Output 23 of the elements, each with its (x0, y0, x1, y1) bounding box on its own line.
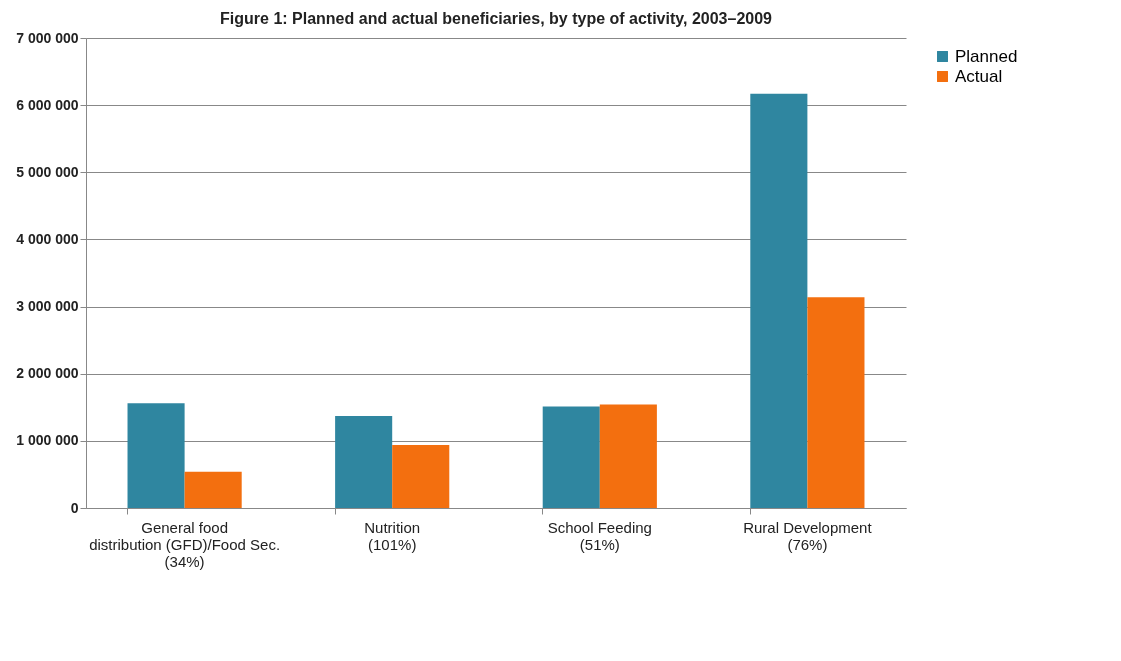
bar (127, 403, 185, 508)
legend-label: Planned (955, 46, 1018, 66)
bar (335, 416, 393, 508)
x-tick-label: Rural Development (76%) (743, 518, 873, 553)
y-tick-label: 4 000 000 (16, 230, 79, 247)
y-tick-label: 1 000 000 (16, 432, 79, 449)
bar (599, 404, 657, 508)
y-tick-label: 2 000 000 (16, 365, 79, 382)
bar (542, 406, 600, 508)
legend-label: Actual (955, 66, 1003, 86)
chart-title: Figure 1: Planned and actual beneficiaries, by type of activity, 2003–2009 (220, 10, 773, 27)
y-tick-label: 0 (70, 499, 79, 516)
y-tick-label: 5 000 000 (16, 163, 79, 180)
y-tick-label: 3 000 000 (16, 298, 79, 315)
x-tick-label: Nutrition (101%) (364, 518, 421, 553)
bar (184, 471, 242, 508)
y-tick-label: 7 000 000 (16, 29, 79, 46)
bar (807, 297, 865, 508)
x-tick-label: School Feeding (51%) (547, 518, 652, 553)
y-tick-label: 6 000 000 (16, 96, 79, 113)
x-tick-label: General food distribution (GFD)/Food Sec. (34%) (89, 518, 281, 570)
bar (392, 444, 450, 508)
bar (750, 93, 808, 508)
